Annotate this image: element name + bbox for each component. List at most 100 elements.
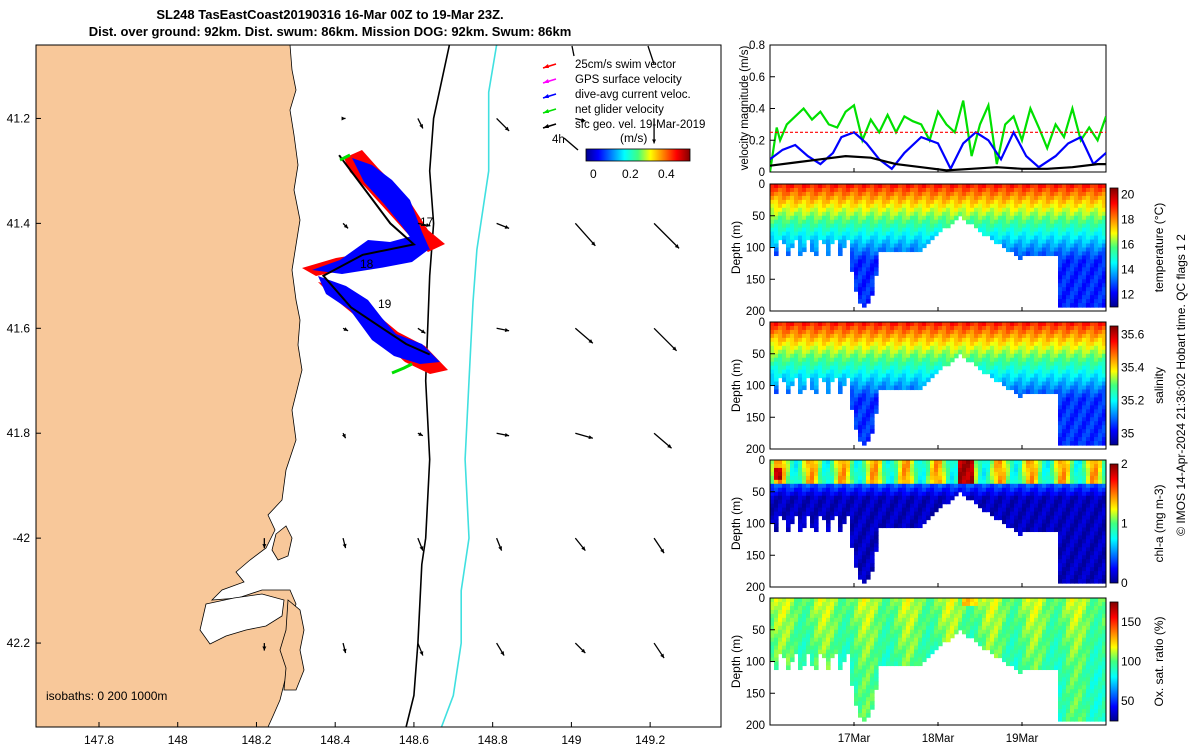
colorbar-label: chl-a (mg m-3) [1152,484,1166,562]
bay-water [199,593,285,645]
map-y-axis: 41.2 41.4 41.6 41.8 -42 42.2 [7,111,41,650]
colorbar-label: salinity [1152,367,1166,404]
velocity-ytick: 0.2 [749,135,765,147]
isobath-legend: isobaths: 0 200 1000m [46,689,167,703]
geo-vector [341,432,347,439]
geo-vector [574,642,586,654]
map-xtick-label: 148.8 [478,733,508,747]
colorbar-tick: 35.6 [1121,327,1145,341]
geo-vector [653,537,665,554]
geo-vector [652,118,657,144]
legend-label: dive-avg current veloc. [575,89,691,101]
colorbar-tick: 0 [1121,576,1128,590]
imos-side-label: © IMOS 14-Apr-2024 21:36:02 Hobart time.… [1174,234,1188,536]
legend-label: GPS surface velocity [575,74,682,86]
day-label-18: 18 [360,257,374,271]
legend-entry: net glider velocity [542,104,664,116]
figure-title: SL248 TasEastCoast20190316 16-Mar 00Z to… [0,6,660,40]
section-ytick: 50 [752,625,765,637]
map-xtick-label: 148.6 [399,733,429,747]
section-panel-sal: 0 50 100 150 200 Depth (m) 35 35.2 35.4 35.6 salin… [729,317,1166,456]
legend-label: net glider velocity [575,104,664,116]
geo-vector [417,222,431,228]
section-ytick: 100 [746,657,765,669]
section-colorbar [1109,325,1119,446]
schouten-island [271,525,293,561]
surface-geostrophic-vectors [262,116,680,659]
geo-vector [575,432,594,440]
section-ytick: 150 [746,412,765,424]
geo-vector [575,117,586,122]
colorbar-tick-0.2: 0.2 [622,167,639,181]
section-ylabel: Depth (m) [729,497,743,550]
map-legend: 25cm/s swim vector GPS surface velocity di… [542,45,705,181]
section-panel-temp: 0 50 100 150 200 Depth (m) 12 14 16 18 20 temperatu… [729,179,1166,318]
geo-vector [496,642,505,656]
section-ytick: 50 [752,211,765,223]
velocity-series-mean [770,154,1106,172]
geo-vector [342,222,349,229]
map-xtick-label: 148 [168,733,188,747]
velocity-series-dive-avg-current [770,129,1106,172]
legend-entry: 25cm/s swim vector [542,59,676,71]
section-ytick: 100 [746,381,765,393]
scale-arrow [563,137,579,151]
geo-vector [496,117,510,132]
colorbar-tick-0.4: 0.4 [658,167,675,181]
section-xtick-label: 19Mar [1006,733,1039,745]
track-green-net [339,153,413,375]
geo-vector [653,222,680,249]
map-xtick-label: 147.8 [84,733,114,747]
map-xtick-label: 148.4 [320,733,350,747]
map-xtick-label: 148.2 [241,733,271,747]
colorbar-tick: 50 [1121,694,1135,708]
colorbar-tick: 20 [1121,187,1135,201]
day-label-19: 19 [378,297,392,311]
map-frame [35,44,722,728]
geo-vector [653,327,678,352]
peninsula [279,599,305,691]
section-ytick: 200 [746,444,765,456]
geo-vector [653,432,672,449]
section-colorbar [1109,463,1119,584]
geo-vector [417,432,424,437]
section-ytick: 150 [746,274,765,286]
colorbar-tick: 150 [1121,615,1141,629]
top-vector-1 [571,45,575,57]
section-ylabel: Depth (m) [729,359,743,412]
velocity-series-net-glider-velocity [770,100,1106,172]
section-xtick-label: 17Mar [838,733,871,745]
geo-vector [653,642,665,659]
geo-vector [496,432,510,437]
velocity-ylabel: velocity magnitude (m/s) [739,46,751,171]
map-ytick-label: 41.4 [7,216,31,230]
title-line-1: SL248 TasEastCoast20190316 16-Mar 00Z to… [156,7,504,22]
velocity-ytick: 0.6 [749,72,765,84]
map-xtick-label: 149.2 [635,733,665,747]
colorbar-tick: 16 [1121,237,1135,251]
section-ylabel: Depth (m) [729,221,743,274]
geo-vector [417,642,424,656]
colorbar-label: Ox. sat. ratio (%) [1152,616,1166,706]
geo-vector [417,118,424,129]
section-ytick: 200 [746,720,765,732]
section-ytick: 0 [759,317,765,329]
section-ylabel: Depth (m) [729,635,743,688]
section-panel-chl: 0 50 100 150 200 Depth (m) 0 1 2 chl-a (mg m-3) [729,455,1166,594]
section-ytick: 150 [746,550,765,562]
legend-label: 25cm/s swim vector [575,59,676,71]
colorbar-label: temperature (°C) [1152,203,1166,293]
isobath-1000 [440,45,498,727]
section-xtick-label: 18Mar [922,733,955,745]
section-ytick: 200 [746,582,765,594]
velocity-ytick: 0.8 [749,40,765,52]
geo-vector [342,537,347,549]
velocity-ytick: 0 [759,167,765,179]
colorbar-tick-0: 0 [590,167,597,181]
top-vector-2 [647,45,655,65]
map-xtick-label: 149 [561,733,581,747]
colorbar-tick: 14 [1121,262,1135,276]
section-colorbar [1109,601,1119,722]
geo-vector [342,327,349,332]
